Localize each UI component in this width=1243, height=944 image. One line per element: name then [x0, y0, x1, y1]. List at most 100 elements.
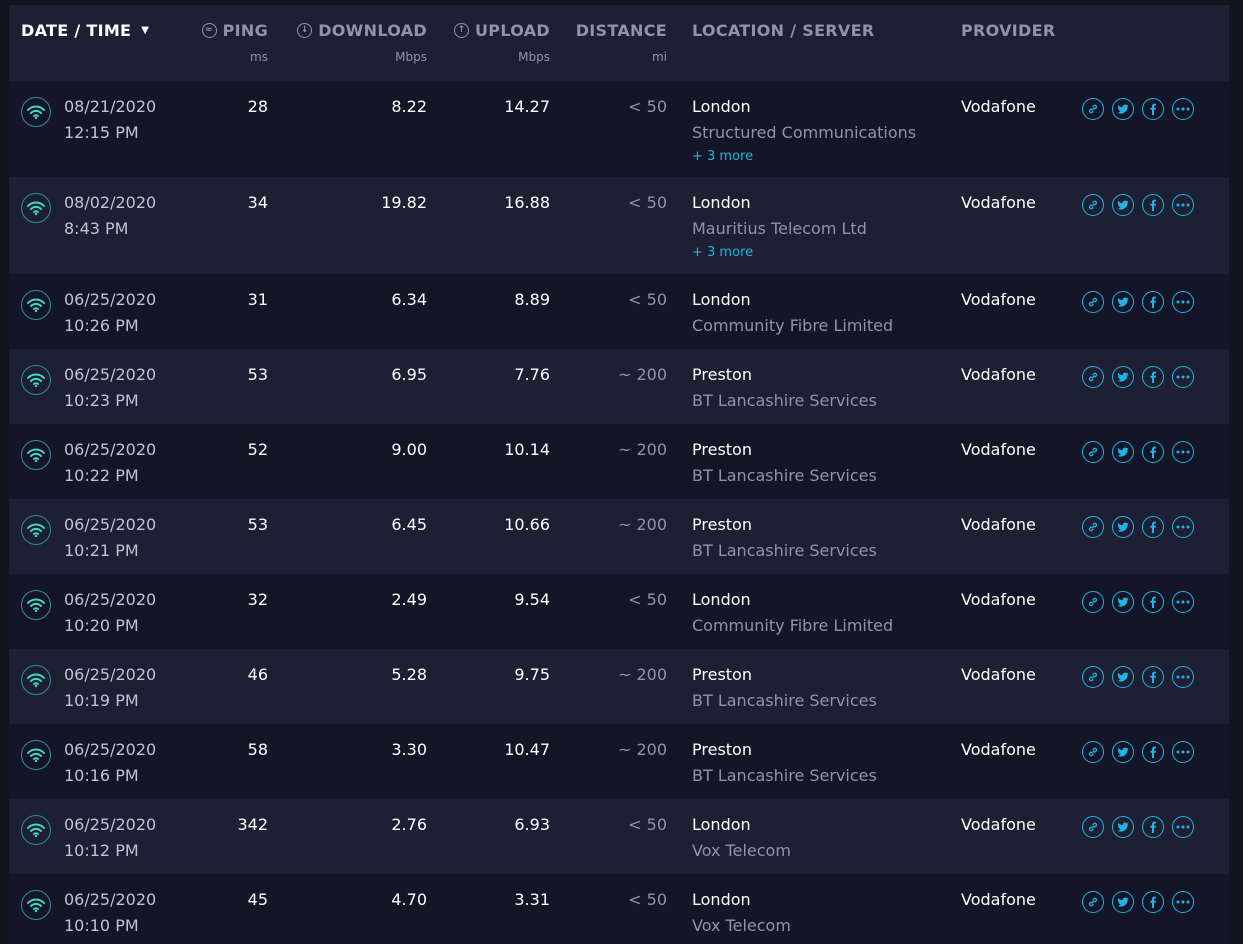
table-row[interactable]: 06/25/2020 10:22 PM 52 9.00 10.14 ~ 200 … [9, 424, 1229, 499]
upload-header[interactable]: ↑ UPLOAD [454, 21, 550, 40]
location-header[interactable]: LOCATION / SERVER [692, 21, 874, 40]
more-options-icon[interactable] [1172, 666, 1194, 688]
row-ping: 46 [247, 665, 268, 684]
row-time: 10:22 PM [64, 466, 139, 485]
row-location: London [692, 890, 751, 909]
twitter-icon[interactable] [1112, 816, 1134, 838]
table-row[interactable]: 08/21/2020 12:15 PM 28 8.22 14.27 < 50 L… [9, 81, 1229, 177]
facebook-icon[interactable] [1142, 98, 1164, 120]
row-ping: 32 [247, 590, 268, 609]
row-upload: 7.76 [514, 365, 550, 384]
table-row[interactable]: 06/25/2020 10:23 PM 53 6.95 7.76 ~ 200 P… [9, 349, 1229, 424]
row-actions [1082, 441, 1194, 463]
more-options-icon[interactable] [1172, 291, 1194, 313]
table-row[interactable]: 06/25/2020 10:16 PM 58 3.30 10.47 ~ 200 … [9, 724, 1229, 799]
more-options-icon[interactable] [1172, 891, 1194, 913]
row-location: London [692, 290, 751, 309]
more-options-icon[interactable] [1172, 441, 1194, 463]
row-date: 06/25/2020 [64, 365, 157, 384]
sort-caret-icon: ▼ [141, 25, 150, 36]
link-icon[interactable] [1082, 816, 1104, 838]
wifi-icon [21, 590, 51, 620]
twitter-icon[interactable] [1112, 291, 1134, 313]
link-icon[interactable] [1082, 591, 1104, 613]
facebook-icon[interactable] [1142, 516, 1164, 538]
link-icon[interactable] [1082, 666, 1104, 688]
distance-header[interactable]: DISTANCE [576, 21, 667, 40]
more-options-icon[interactable] [1172, 516, 1194, 538]
row-download: 8.22 [391, 97, 427, 116]
row-upload: 16.88 [504, 193, 550, 212]
ping-header[interactable]: ≈ PING [201, 21, 268, 40]
twitter-icon[interactable] [1112, 98, 1134, 120]
more-servers-link[interactable]: + 3 more [692, 149, 754, 164]
twitter-icon[interactable] [1112, 516, 1134, 538]
wifi-icon [21, 290, 51, 320]
row-date: 06/25/2020 [64, 890, 157, 909]
wifi-icon [21, 515, 51, 545]
facebook-icon[interactable] [1142, 741, 1164, 763]
table-row[interactable]: 06/25/2020 10:21 PM 53 6.45 10.66 ~ 200 … [9, 499, 1229, 574]
more-options-icon[interactable] [1172, 98, 1194, 120]
table-row[interactable]: 06/25/2020 10:26 PM 31 6.34 8.89 < 50 Lo… [9, 274, 1229, 349]
twitter-icon[interactable] [1112, 194, 1134, 216]
upload-unit: Mbps [518, 50, 550, 64]
facebook-icon[interactable] [1142, 591, 1164, 613]
link-icon[interactable] [1082, 516, 1104, 538]
twitter-icon[interactable] [1112, 891, 1134, 913]
row-time: 10:10 PM [64, 916, 139, 935]
provider-header[interactable]: PROVIDER [961, 21, 1056, 40]
link-icon[interactable] [1082, 366, 1104, 388]
facebook-icon[interactable] [1142, 291, 1164, 313]
row-server: BT Lancashire Services [692, 691, 877, 710]
row-actions [1082, 366, 1194, 388]
link-icon[interactable] [1082, 741, 1104, 763]
download-header[interactable]: ↓ DOWNLOAD [297, 21, 427, 40]
link-icon[interactable] [1082, 98, 1104, 120]
wifi-icon [21, 440, 51, 470]
more-options-icon[interactable] [1172, 591, 1194, 613]
row-ping: 45 [247, 890, 268, 909]
row-upload: 8.89 [514, 290, 550, 309]
table-body: 08/21/2020 12:15 PM 28 8.22 14.27 < 50 L… [9, 81, 1229, 944]
table-row[interactable]: 08/02/2020 8:43 PM 34 19.82 16.88 < 50 L… [9, 177, 1229, 274]
more-options-icon[interactable] [1172, 194, 1194, 216]
row-ping: 53 [247, 365, 268, 384]
more-servers-link[interactable]: + 3 more [692, 245, 754, 260]
row-upload: 14.27 [504, 97, 550, 116]
facebook-icon[interactable] [1142, 366, 1164, 388]
facebook-icon[interactable] [1142, 816, 1164, 838]
table-row[interactable]: 06/25/2020 10:19 PM 46 5.28 9.75 ~ 200 P… [9, 649, 1229, 724]
table-row[interactable]: 06/25/2020 10:10 PM 45 4.70 3.31 < 50 Lo… [9, 874, 1229, 944]
more-options-icon[interactable] [1172, 366, 1194, 388]
more-options-icon[interactable] [1172, 816, 1194, 838]
link-icon[interactable] [1082, 441, 1104, 463]
facebook-icon[interactable] [1142, 441, 1164, 463]
row-download: 6.95 [391, 365, 427, 384]
wifi-icon [21, 665, 51, 695]
link-icon[interactable] [1082, 891, 1104, 913]
facebook-icon[interactable] [1142, 194, 1164, 216]
twitter-icon[interactable] [1112, 666, 1134, 688]
row-distance: < 50 [628, 290, 667, 309]
row-location: Preston [692, 365, 752, 384]
row-actions [1082, 516, 1194, 538]
twitter-icon[interactable] [1112, 741, 1134, 763]
table-header: DATE / TIME ▼ ≈ PING ms ↓ DOWNLOAD Mbps ↑ UP… [9, 5, 1229, 81]
more-options-icon[interactable] [1172, 741, 1194, 763]
row-distance: ~ 200 [617, 740, 667, 759]
twitter-icon[interactable] [1112, 441, 1134, 463]
twitter-icon[interactable] [1112, 591, 1134, 613]
row-location: Preston [692, 665, 752, 684]
row-date: 06/25/2020 [64, 440, 157, 459]
table-row[interactable]: 06/25/2020 10:20 PM 32 2.49 9.54 < 50 Lo… [9, 574, 1229, 649]
table-row[interactable]: 06/25/2020 10:12 PM 342 2.76 6.93 < 50 L… [9, 799, 1229, 874]
link-icon[interactable] [1082, 194, 1104, 216]
facebook-icon[interactable] [1142, 891, 1164, 913]
twitter-icon[interactable] [1112, 366, 1134, 388]
sort-date-time-header[interactable]: DATE / TIME ▼ [21, 21, 149, 40]
row-download: 6.45 [391, 515, 427, 534]
ping-label: PING [222, 21, 268, 40]
link-icon[interactable] [1082, 291, 1104, 313]
facebook-icon[interactable] [1142, 666, 1164, 688]
